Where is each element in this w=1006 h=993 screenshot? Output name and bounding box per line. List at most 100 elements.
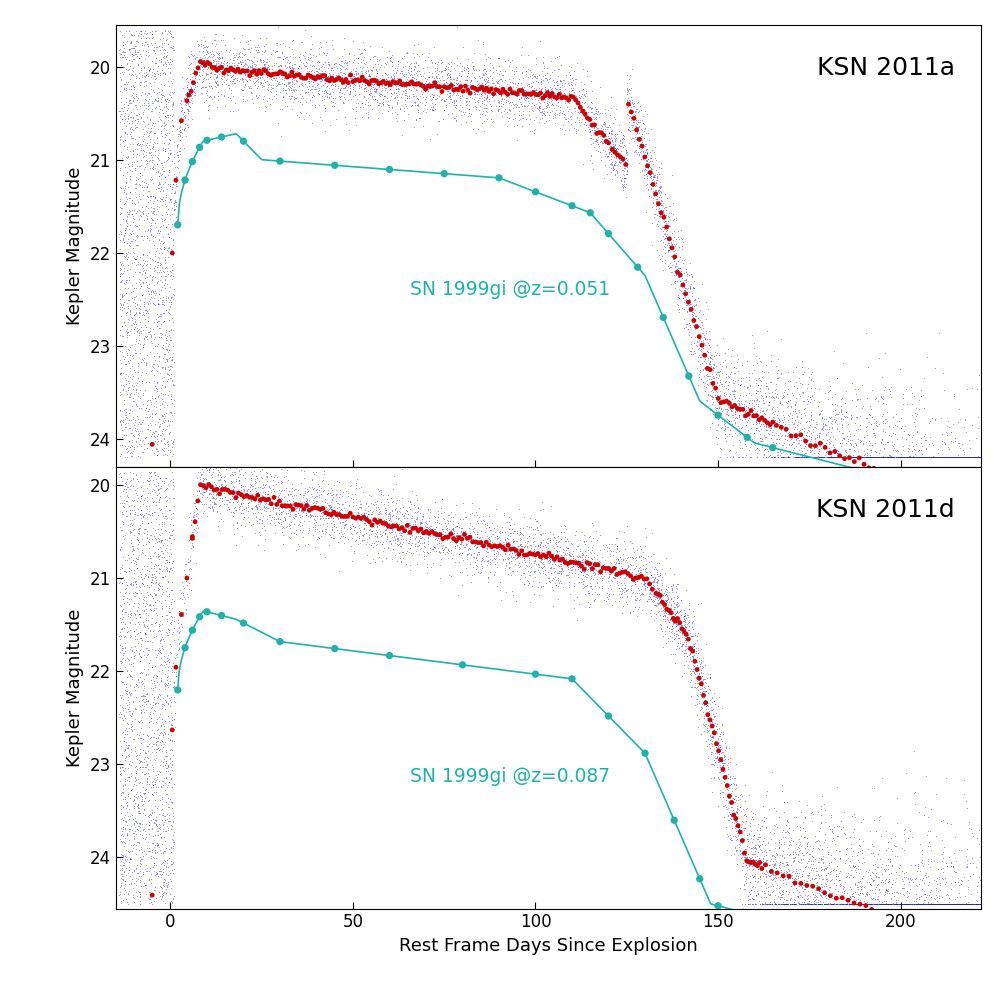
Point [220, 492, 236, 507]
Point [343, 538, 359, 554]
Point [950, 896, 966, 912]
Point [207, 77, 223, 93]
Point [890, 450, 906, 466]
Point [812, 896, 828, 912]
Point [682, 255, 698, 271]
Point [470, 543, 486, 559]
Point [530, 84, 546, 100]
Point [417, 525, 434, 541]
Point [806, 450, 822, 466]
Point [932, 450, 948, 466]
Point [772, 443, 788, 459]
Point [573, 558, 590, 574]
Point [230, 476, 246, 492]
Point [896, 450, 912, 466]
Point [406, 538, 423, 554]
Point [780, 381, 796, 397]
Point [941, 450, 957, 466]
Point [561, 59, 577, 74]
Point [350, 50, 366, 66]
Point [168, 176, 184, 192]
Point [132, 98, 148, 114]
Point [195, 78, 211, 94]
Point [768, 835, 784, 851]
Point [128, 311, 144, 327]
Point [648, 588, 664, 604]
Point [141, 85, 157, 101]
Point [126, 498, 142, 514]
Point [134, 530, 150, 546]
Point [525, 67, 541, 82]
Point [798, 433, 814, 449]
Point [503, 80, 519, 96]
Point [267, 71, 283, 87]
Point [477, 537, 493, 553]
Point [814, 410, 830, 426]
Point [706, 349, 722, 364]
Point [268, 499, 284, 515]
Point [676, 609, 692, 625]
Point [842, 896, 858, 912]
Point [816, 861, 832, 877]
Point [368, 524, 384, 540]
Point [969, 430, 985, 446]
Point [154, 161, 170, 177]
Point [882, 447, 898, 463]
Point [709, 735, 725, 751]
Point [811, 841, 827, 857]
Point [786, 402, 802, 418]
Point [152, 842, 168, 858]
Point [408, 47, 425, 63]
Point [127, 628, 143, 643]
Point [921, 450, 938, 466]
Point [138, 305, 154, 321]
Point [121, 42, 137, 58]
Point [230, 486, 246, 501]
Point [871, 445, 887, 461]
Point [629, 142, 645, 158]
Point [189, 60, 205, 75]
Point [165, 286, 181, 302]
Point [135, 385, 151, 401]
Point [516, 576, 532, 592]
Point [656, 221, 672, 237]
Point [144, 739, 160, 755]
Point [113, 521, 129, 537]
Point [729, 831, 745, 847]
Point [582, 94, 599, 110]
Point [132, 863, 148, 879]
Point [239, 92, 256, 108]
Point [887, 871, 903, 887]
Point [227, 485, 243, 500]
Point [952, 896, 968, 912]
Point [920, 896, 937, 912]
Point [916, 450, 933, 466]
Point [749, 445, 766, 461]
Point [788, 373, 804, 389]
Point [649, 575, 665, 591]
Point [970, 896, 986, 912]
Point [388, 492, 404, 507]
Point [788, 450, 804, 466]
Point [616, 131, 632, 147]
Point [270, 50, 286, 66]
Point [770, 896, 786, 912]
Point [859, 450, 875, 466]
Point [147, 679, 163, 695]
Point [159, 686, 175, 702]
Point [148, 816, 164, 832]
Point [760, 419, 776, 435]
Point [818, 867, 834, 883]
Point [396, 82, 412, 98]
Point [808, 450, 824, 466]
Point [300, 51, 316, 67]
Point [829, 779, 845, 794]
Point [868, 450, 884, 466]
Point [502, 517, 518, 533]
Point [121, 843, 137, 859]
Point [551, 120, 567, 136]
Point [115, 414, 131, 430]
Point [961, 432, 977, 448]
Point [162, 750, 178, 766]
Point [894, 896, 910, 912]
